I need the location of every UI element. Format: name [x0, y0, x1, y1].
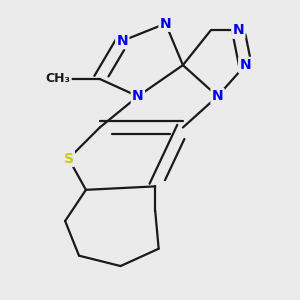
Text: CH₃: CH₃ [46, 73, 71, 85]
Text: N: N [160, 16, 171, 31]
Text: S: S [64, 152, 74, 166]
Text: N: N [116, 34, 128, 48]
Text: N: N [232, 23, 244, 38]
Text: N: N [132, 89, 144, 103]
Text: N: N [239, 58, 251, 72]
Text: N: N [212, 89, 224, 103]
